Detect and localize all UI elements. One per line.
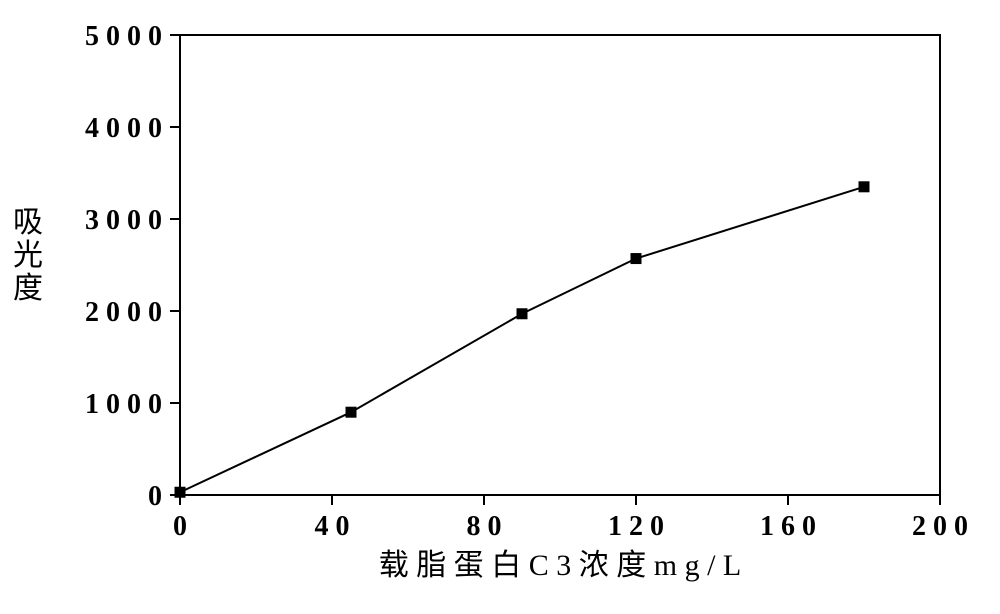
x-tick-label: 2 0 0 <box>912 511 968 542</box>
svg-text:光: 光 <box>13 239 43 272</box>
data-marker <box>175 487 186 498</box>
x-tick-label: 0 <box>173 511 187 542</box>
data-marker <box>631 253 642 264</box>
data-marker <box>346 407 357 418</box>
y-tick-label: 1 0 0 0 <box>85 389 162 420</box>
y-tick-label: 3 0 0 0 <box>85 205 162 236</box>
x-tick-label: 8 0 <box>467 511 502 542</box>
x-tick-label: 1 6 0 <box>760 511 816 542</box>
data-marker <box>517 308 528 319</box>
y-tick-label: 4 0 0 0 <box>85 113 162 144</box>
y-axis-label: 吸光度 <box>13 206 43 305</box>
chart-svg: 0 4 0 8 0 1 2 0 1 6 0 2 0 0 0 1 0 0 0 2 0 0 0 3 0… <box>0 0 1000 614</box>
svg-text:吸: 吸 <box>13 206 43 239</box>
chart-container: 0 4 0 8 0 1 2 0 1 6 0 2 0 0 0 1 0 0 0 2 0 0 0 3 0… <box>0 0 1000 614</box>
y-tick-label: 5 0 0 0 <box>85 21 162 52</box>
svg-text:度: 度 <box>13 272 43 305</box>
data-marker <box>859 181 870 192</box>
plot-frame <box>180 35 940 495</box>
y-tick-label: 2 0 0 0 <box>85 297 162 328</box>
x-tick-label: 1 2 0 <box>608 511 664 542</box>
data-line <box>180 187 864 492</box>
x-tick-label: 4 0 <box>315 511 350 542</box>
y-tick-label: 0 <box>148 481 162 512</box>
x-axis-label: 载 脂 蛋 白 C 3 浓 度 m g / L <box>379 549 742 582</box>
